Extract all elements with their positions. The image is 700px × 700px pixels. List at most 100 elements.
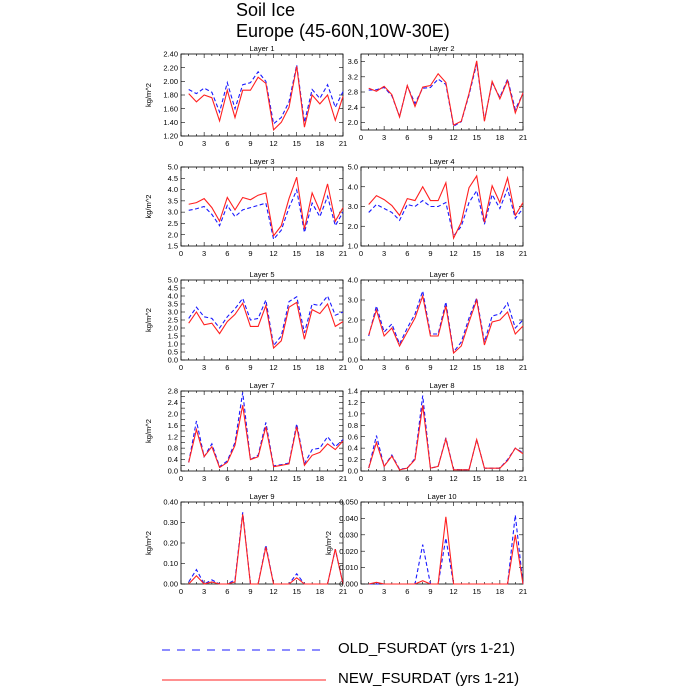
y-tick-label: 1.20 (163, 132, 178, 141)
x-tick-label: 9 (428, 587, 432, 596)
x-tick-label: 21 (339, 249, 347, 258)
x-tick-label: 6 (405, 133, 409, 142)
y-tick-label: 1.4 (348, 387, 358, 396)
panel-frame (180, 279, 344, 361)
x-tick-label: 21 (339, 587, 347, 596)
y-tick-label: 0.10 (163, 559, 178, 568)
series-line-old (188, 294, 344, 347)
y-tick-label: 4.0 (168, 292, 178, 301)
x-tick-label: 18 (496, 474, 504, 483)
y-tick-label: 2.0 (348, 118, 358, 127)
x-tick-label: 3 (202, 249, 206, 258)
y-tick-label: 0.6 (348, 432, 358, 441)
x-tick-label: 12 (269, 139, 277, 148)
x-tick-label: 18 (496, 133, 504, 142)
x-tick-label: 6 (225, 139, 229, 148)
x-tick-label: 9 (248, 474, 252, 483)
chart-panel-5: Layer 5 0 3 6 9 12 15 18 21 0.00.51.01.52.02.53.0… (144, 270, 347, 372)
panel-title: Layer 5 (249, 270, 274, 279)
x-tick-label: 12 (449, 363, 457, 372)
y-tick-label: 2.8 (168, 387, 178, 396)
y-tick-label: 3.5 (168, 196, 178, 205)
chart-panel-3: Layer 3 0 3 6 9 12 15 18 21 1.5 2.0 2.5 3.0 3.5 4.0 4.5… (144, 157, 347, 258)
y-tick-label: 4.5 (168, 284, 178, 293)
x-tick-label: 18 (496, 587, 504, 596)
y-tick-label: 0.4 (348, 444, 358, 453)
x-tick-label: 15 (473, 363, 481, 372)
series-line-old (368, 515, 524, 585)
chart-panel-4: Layer 4 0 3 6 9 12 15 18 21 1.0 2.0 3.0 4.0 5.0 (348, 157, 528, 258)
panel-title: Layer 3 (249, 157, 274, 166)
panel-title: Layer 4 (429, 157, 454, 166)
y-tick-label: 1.6 (168, 421, 178, 430)
series-line-old (368, 395, 524, 471)
y-tick-label: 1.0 (348, 336, 358, 345)
chart-panel-1: Layer 1 0 3 6 9 12 15 18 21 1.20 1.40 1.60 1.80 2.00 2… (144, 44, 347, 148)
x-tick-label: 18 (316, 587, 324, 596)
x-tick-label: 18 (496, 363, 504, 372)
x-tick-label: 12 (449, 587, 457, 596)
x-tick-label: 12 (449, 474, 457, 483)
x-tick-label: 21 (519, 587, 527, 596)
x-tick-label: 21 (519, 363, 527, 372)
y-tick-label: 2.20 (163, 63, 178, 72)
y-tick-label: 2.0 (168, 409, 178, 418)
chart-panel-2: Layer 2 0 3 6 9 12 15 18 21 2.0 2.4 2.8 3.2 3.6 (348, 44, 528, 142)
x-tick-label: 3 (382, 474, 386, 483)
series-line-new (188, 66, 344, 131)
x-tick-label: 0 (359, 363, 363, 372)
y-tick-label: 3.0 (348, 296, 358, 305)
y-tick-label: 3.5 (168, 300, 178, 309)
x-tick-label: 9 (248, 249, 252, 258)
panel-title: Layer 10 (427, 492, 456, 501)
x-tick-label: 3 (202, 363, 206, 372)
x-tick-label: 18 (316, 249, 324, 258)
series-line-new (188, 514, 344, 585)
x-tick-label: 15 (293, 139, 301, 148)
series-line-new (188, 301, 344, 350)
x-tick-label: 18 (496, 249, 504, 258)
x-tick-label: 0 (179, 249, 183, 258)
series-line-old (368, 186, 524, 238)
x-tick-label: 6 (405, 363, 409, 372)
y-axis-label: kg/m^2 (144, 83, 153, 107)
x-tick-label: 6 (225, 363, 229, 372)
y-tick-label: 4.5 (168, 174, 178, 183)
y-tick-label: 4.0 (168, 185, 178, 194)
y-tick-label: 0.000 (339, 580, 358, 589)
x-tick-label: 12 (269, 474, 277, 483)
y-tick-label: 2.5 (168, 219, 178, 228)
y-tick-label: 0.8 (168, 444, 178, 453)
y-tick-label: 0.020 (339, 547, 358, 556)
y-tick-label: 0.050 (339, 498, 358, 507)
chart-panel-9: Layer 9 0 3 6 9 12 15 18 21 0.00 0.10 0.20 0.30 0.40 k… (144, 492, 347, 596)
x-tick-label: 0 (359, 587, 363, 596)
x-tick-label: 3 (202, 474, 206, 483)
x-tick-label: 15 (293, 363, 301, 372)
y-tick-label: 5.0 (168, 276, 178, 285)
x-tick-label: 3 (382, 249, 386, 258)
y-tick-label: 0.010 (339, 563, 358, 572)
y-tick-label: 1.2 (168, 432, 178, 441)
x-tick-label: 0 (179, 139, 183, 148)
y-tick-label: 5.0 (348, 163, 358, 172)
x-tick-label: 12 (269, 363, 277, 372)
x-tick-label: 15 (293, 474, 301, 483)
panel-title: Layer 9 (249, 492, 274, 501)
y-tick-label: 0.40 (163, 498, 178, 507)
y-tick-label: 2.0 (348, 316, 358, 325)
x-tick-label: 0 (359, 474, 363, 483)
x-tick-label: 15 (473, 133, 481, 142)
panel-title: Layer 2 (429, 44, 454, 53)
y-tick-label: 2.4 (168, 398, 178, 407)
chart-title: Soil Ice (236, 0, 296, 20)
x-tick-label: 9 (428, 363, 432, 372)
x-tick-label: 15 (293, 249, 301, 258)
y-axis-label: kg/m^2 (144, 195, 153, 219)
chart-subtitle: Europe (45-60N,10W-30E) (236, 21, 450, 41)
y-tick-label: 1.40 (163, 118, 178, 127)
panel-frame (360, 501, 524, 585)
panel-frame (180, 390, 344, 472)
y-tick-label: 2.0 (168, 230, 178, 239)
x-tick-label: 21 (339, 139, 347, 148)
